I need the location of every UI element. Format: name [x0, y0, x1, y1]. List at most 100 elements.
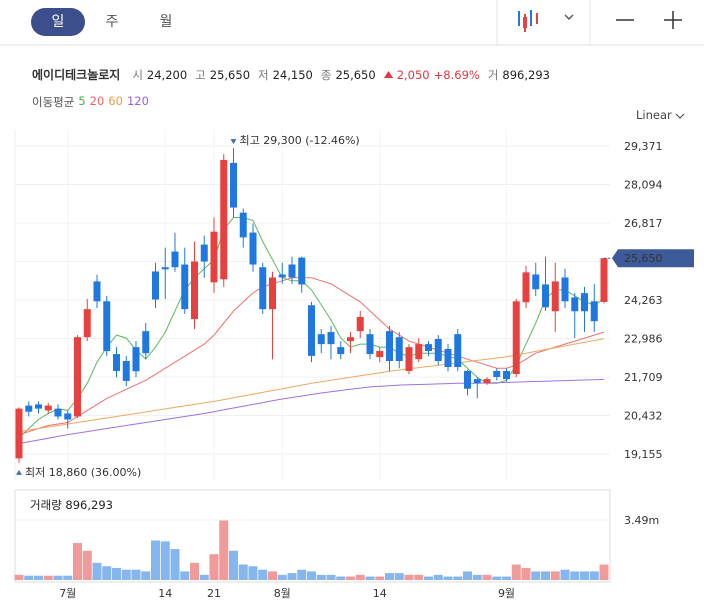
candle-body	[386, 331, 393, 362]
stat-value: 896,293	[502, 68, 550, 82]
candle-body	[512, 301, 520, 374]
candle-body	[337, 347, 345, 355]
tab[interactable]: 월	[159, 14, 173, 30]
volume-bar	[346, 576, 355, 580]
volume-bar	[589, 571, 599, 580]
candle-body	[454, 334, 462, 368]
volume-bar	[102, 566, 112, 580]
candle-body	[122, 361, 130, 381]
change: 2,050	[396, 68, 430, 82]
candle-body	[590, 301, 598, 322]
candle-body	[103, 301, 111, 352]
volume-bar	[190, 562, 199, 580]
chart-type-icon[interactable]	[518, 10, 574, 32]
ma-line	[18, 277, 605, 436]
candle-body	[561, 277, 569, 302]
candle-body	[259, 267, 267, 310]
volume-bar	[570, 571, 580, 580]
dropdown-chevron[interactable]	[675, 113, 685, 119]
stat-label: 고	[195, 68, 206, 82]
volume-bar	[180, 571, 190, 580]
ma-line	[18, 378, 605, 445]
last-price-label: 25,650	[624, 252, 663, 265]
scale-toggle[interactable]: Linear	[636, 108, 672, 122]
y-tick-label: 29,371	[624, 140, 663, 153]
candle-body	[532, 274, 540, 290]
candle-body	[152, 271, 159, 300]
candle-body	[44, 405, 52, 411]
volume-bar	[297, 569, 307, 580]
candle-body	[35, 404, 42, 409]
candle-body	[308, 305, 315, 356]
volume-bar	[199, 574, 209, 580]
candle-body	[581, 293, 588, 312]
candle-body	[347, 337, 354, 342]
ma-line	[18, 338, 605, 433]
candle-body	[464, 370, 471, 389]
stat-label: 시	[132, 68, 143, 82]
volume-bar	[277, 574, 287, 580]
candle-body	[83, 309, 91, 338]
zoom-in[interactable]	[664, 11, 682, 29]
high-marker	[230, 139, 237, 145]
volume-bar	[336, 576, 346, 580]
ma-period[interactable]: 60	[108, 94, 123, 108]
candle-body	[600, 258, 608, 302]
ma-period[interactable]: 120	[126, 94, 149, 108]
candle-body	[54, 408, 62, 417]
volume-title: 거래량 896,293	[30, 498, 113, 512]
candle-body	[269, 277, 276, 310]
volume-bar	[531, 571, 541, 580]
volume-bar	[433, 574, 443, 580]
volume-bar	[404, 574, 414, 580]
candle-body	[483, 379, 491, 384]
candle-body	[395, 337, 403, 362]
candle-body	[317, 334, 325, 345]
volume-bar	[43, 575, 53, 580]
volume-bar	[34, 575, 43, 580]
candle-body	[473, 379, 481, 384]
candle-body	[191, 261, 198, 320]
candle-body	[542, 284, 549, 308]
stat-value: 25,650	[335, 68, 376, 82]
volume-bar	[541, 571, 550, 580]
x-tick-label: 21	[207, 587, 221, 600]
volume-bar	[355, 574, 365, 580]
up-arrow	[383, 71, 393, 78]
candle-body	[298, 257, 306, 285]
tab[interactable]: 주	[105, 14, 119, 30]
tab[interactable]: 일	[31, 8, 85, 36]
y-tick-label: 19,155	[624, 448, 663, 461]
candle-body	[64, 413, 72, 420]
stat-value: 24,150	[272, 68, 313, 82]
volume-bar	[131, 569, 141, 580]
candle-body	[444, 348, 452, 368]
volume-bar	[521, 567, 531, 580]
candle-body	[366, 334, 374, 355]
candle-body	[415, 344, 423, 360]
annotation: 최고 29,300 (-12.46%)	[240, 134, 360, 147]
y-tick-label: 3.49m	[624, 514, 659, 527]
candle-body	[278, 274, 286, 278]
candle-body	[503, 370, 510, 380]
volume-bar	[326, 574, 336, 580]
y-tick-label: 26,817	[624, 217, 663, 230]
ma-legend: 이동평균 5 20 60 120	[32, 94, 149, 110]
candle-body	[200, 244, 208, 262]
candle-body	[15, 408, 23, 459]
volume-bar	[160, 541, 170, 580]
change-pct: +8.69%	[433, 68, 480, 82]
volume-bar	[82, 550, 92, 580]
volume-bar	[24, 575, 34, 580]
candle-body	[171, 251, 179, 268]
ma-period[interactable]: 5	[78, 94, 86, 108]
candle-body	[434, 338, 442, 362]
y-tick-label: 20,432	[624, 410, 663, 423]
stock-name: 에이디테크놀로지	[32, 68, 121, 82]
annotation: 최저 18,860 (36.00%)	[25, 466, 141, 479]
candle-body	[230, 162, 237, 208]
ma-period[interactable]: 20	[89, 94, 105, 108]
stat-label: 종	[320, 68, 332, 82]
candle-body	[405, 347, 413, 371]
